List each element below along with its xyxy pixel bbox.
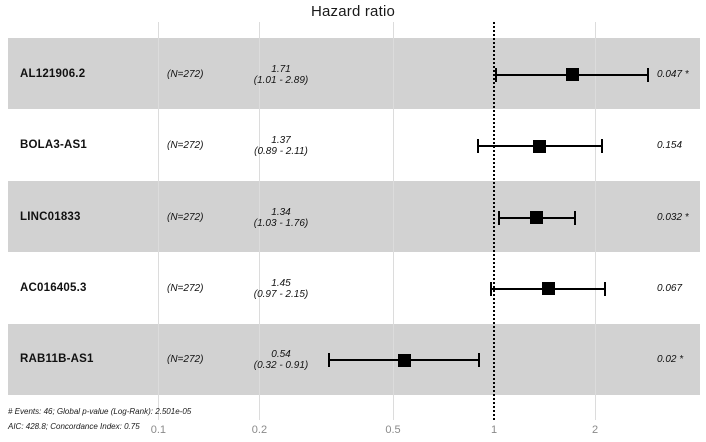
sample-size-label: (N=272): [167, 68, 204, 80]
gene-label: AC016405.3: [20, 281, 87, 294]
ci-cap-high: [600, 139, 603, 154]
hr-ci-label: 0.54 (0.32 - 0.91): [216, 349, 346, 371]
p-value-label: 0.032 *: [657, 211, 689, 223]
hr-value: 1.37: [271, 135, 291, 147]
x-gridline: [393, 22, 394, 420]
sample-size-label: (N=272): [167, 140, 204, 152]
ci-cap-high: [574, 210, 577, 225]
x-tick-label: 0.1: [150, 424, 167, 436]
ci-cap-low: [477, 139, 479, 154]
x-gridline: [158, 22, 159, 420]
ci-cap-high: [646, 67, 649, 82]
x-tick-label: 1: [490, 424, 498, 436]
gene-label: RAB11B-AS1: [20, 353, 94, 366]
ci-cap-low: [489, 281, 492, 296]
chart-title: Hazard ratio: [310, 3, 396, 20]
x-tick-label: 0.2: [251, 424, 268, 436]
ci-cap-high: [603, 281, 606, 296]
ci-errorbar: [477, 139, 603, 154]
footnote-events-pvalue: # Events: 46; Global p-value (Log-Rank):…: [8, 407, 192, 416]
hr-ci-label: 1.71 (1.01 - 2.89): [216, 64, 346, 86]
hr-ci-label: 1.34 (1.03 - 1.76): [216, 207, 346, 229]
row-band: [8, 180, 700, 253]
reference-line: [493, 22, 495, 420]
x-tick-label: 0.5: [385, 424, 401, 436]
x-tick-label: 2: [591, 424, 599, 436]
p-value-label: 0.067: [657, 282, 683, 294]
p-value-label: 0.02 *: [657, 354, 684, 366]
x-gridline: [259, 22, 260, 420]
ci-cap-low: [327, 353, 330, 368]
hr-value: 1.45: [271, 277, 291, 289]
ci-value: (1.03 - 1.76): [253, 217, 309, 229]
row-band: [8, 323, 700, 395]
gene-label: BOLA3-AS1: [20, 139, 87, 152]
ci-errorbar: [327, 353, 481, 368]
hr-point-marker: [530, 211, 544, 224]
hr-point-marker: [541, 282, 555, 296]
ci-value: (0.97 - 2.15): [253, 288, 309, 300]
sample-size-label: (N=272): [167, 354, 204, 366]
sample-size-label: (N=272): [167, 282, 204, 294]
footnote-aic-concordance: AIC: 428.8; Concordance Index: 0.75: [8, 422, 140, 431]
hr-value: 1.34: [271, 206, 291, 218]
ci-value: (0.32 - 0.91): [253, 360, 309, 372]
hr-value: 0.54: [271, 349, 291, 361]
x-gridline: [595, 22, 596, 420]
gene-label: LINC01833: [20, 210, 81, 223]
ci-errorbar: [495, 67, 649, 82]
ci-errorbar: [498, 210, 577, 225]
hr-ci-label: 1.37 (0.89 - 2.11): [216, 135, 346, 157]
hr-point-marker: [565, 68, 579, 82]
ci-cap-low: [498, 210, 501, 225]
hr-point-marker: [397, 353, 411, 367]
ci-cap-low: [495, 67, 498, 82]
sample-size-label: (N=272): [167, 211, 204, 223]
hr-value: 1.71: [271, 63, 291, 75]
ci-cap-high: [478, 353, 481, 368]
p-value-label: 0.154: [657, 140, 683, 152]
ci-errorbar: [489, 281, 606, 296]
hr-point-marker: [533, 139, 547, 153]
hr-ci-label: 1.45 (0.97 - 2.15): [216, 278, 346, 300]
gene-label: AL121906.2: [20, 67, 86, 80]
p-value-label: 0.047 *: [657, 68, 689, 80]
ci-value: (1.01 - 2.89): [253, 74, 309, 86]
ci-value: (0.89 - 2.11): [254, 146, 308, 158]
